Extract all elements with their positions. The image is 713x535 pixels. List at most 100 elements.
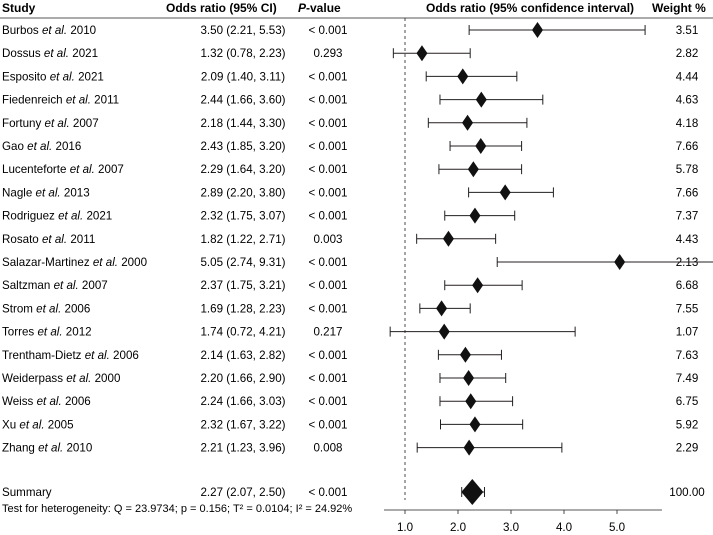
- study-author: Saltzman: [2, 279, 54, 292]
- p-value: < 0.001: [308, 302, 347, 315]
- study-year: 2010: [67, 24, 96, 37]
- study-author: Rosato: [2, 233, 42, 246]
- point-estimate-diamond: [469, 416, 481, 433]
- study-year: 2010: [63, 442, 92, 455]
- odds-ratio-value: 2.14 (1.63, 2.82): [200, 349, 285, 362]
- study-author: Trentham-Dietz: [2, 349, 85, 362]
- point-estimate-diamond: [499, 184, 511, 201]
- weight-value: 5.78: [676, 163, 699, 176]
- point-estimate-diamond: [438, 323, 450, 340]
- summary-label: Summary: [2, 486, 52, 499]
- weight-value: 7.55: [676, 302, 699, 315]
- header-plot: Odds ratio (95% confidence interval): [426, 1, 634, 15]
- x-tick-label: 1.0: [397, 521, 413, 534]
- point-estimate-diamond: [469, 207, 481, 224]
- weight-value: 7.66: [676, 140, 699, 153]
- odds-ratio-value: 2.32 (1.75, 3.07): [200, 210, 285, 223]
- study-author: Weiderpass: [2, 372, 66, 385]
- study-etal: et al.: [45, 117, 70, 130]
- table-row: Lucenteforte et al. 2007 2.29 (1.64, 3.20…: [2, 161, 699, 178]
- x-tick-label: 5.0: [609, 521, 625, 534]
- study-year: 2006: [61, 302, 90, 315]
- study-author: Nagle: [2, 186, 36, 199]
- study-author: Rodriguez: [2, 210, 58, 223]
- study-year: 2000: [118, 256, 147, 269]
- odds-ratio-value: 2.20 (1.66, 2.90): [200, 372, 285, 385]
- table-row: Torres et al. 2012 1.74 (0.72, 4.21) 0.217…: [2, 323, 698, 340]
- study-author: Esposito: [2, 70, 50, 83]
- odds-ratio-value: 2.44 (1.66, 3.60): [200, 94, 285, 107]
- study-etal: et al.: [37, 395, 62, 408]
- study-author: Fiedenreich: [2, 94, 66, 107]
- study-rows: Burbos et al. 2010 3.50 (2.21, 5.53) < 0.0…: [2, 22, 713, 505]
- study-etal: et al.: [42, 233, 67, 246]
- study-etal: et al.: [19, 418, 44, 431]
- table-row: Rodriguez et al. 2021 2.32 (1.75, 3.07) < …: [2, 207, 698, 224]
- study-year: 2011: [67, 233, 95, 246]
- odds-ratio-value: 2.24 (1.66, 3.03): [200, 395, 285, 408]
- study-label: Rosato et al. 2011: [2, 233, 95, 246]
- study-year: 2007: [70, 117, 99, 130]
- weight-value: 3.51: [676, 24, 699, 37]
- study-label: Saltzman et al. 2007: [2, 279, 108, 292]
- heterogeneity-test: Test for heterogeneity: Q = 23.9734; p =…: [2, 503, 352, 515]
- odds-ratio-value: 5.05 (2.74, 9.31): [200, 256, 285, 269]
- study-label: Nagle et al. 2013: [2, 186, 90, 199]
- study-author: Zhang: [2, 442, 38, 455]
- table-row: Strom et al. 2006 1.69 (1.28, 2.23) < 0.00…: [2, 300, 699, 317]
- p-value: < 0.001: [308, 418, 347, 431]
- p-value: 0.217: [313, 326, 342, 339]
- p-value: < 0.001: [308, 256, 347, 269]
- weight-value: 4.43: [676, 233, 699, 246]
- study-year: 2021: [75, 70, 104, 83]
- study-etal: et al.: [42, 24, 67, 37]
- summary-diamond: [461, 479, 484, 505]
- study-year: 2021: [83, 210, 112, 223]
- point-estimate-diamond: [459, 346, 471, 363]
- study-label: Strom et al. 2006: [2, 302, 90, 315]
- x-tick-label: 4.0: [556, 521, 572, 534]
- p-value: < 0.001: [308, 395, 347, 408]
- study-year: 2006: [62, 395, 91, 408]
- study-author: Dossus: [2, 47, 44, 60]
- odds-ratio-value: 2.18 (1.44, 3.30): [200, 117, 285, 130]
- x-tick-label: 3.0: [503, 521, 519, 534]
- odds-ratio-value: 2.09 (1.40, 3.11): [201, 70, 285, 83]
- weight-value: 100.00: [669, 486, 704, 499]
- weight-value: 2.82: [676, 47, 699, 60]
- x-tick-label: 2.0: [450, 521, 466, 534]
- header-weight: Weight %: [652, 1, 706, 15]
- p-value: < 0.001: [308, 210, 347, 223]
- point-estimate-diamond: [532, 22, 543, 38]
- point-estimate-diamond: [416, 45, 428, 62]
- table-row: Xu et al. 2005 2.32 (1.67, 3.22) < 0.001 5.…: [2, 416, 698, 433]
- study-year: 2013: [61, 186, 90, 199]
- study-etal: et al.: [44, 47, 69, 60]
- study-year: 2011: [91, 94, 119, 107]
- study-label: Dossus et al. 2021: [2, 47, 98, 60]
- summary-row: Summary 2.27 (2.07, 2.50) < 0.001 100.00: [2, 479, 705, 505]
- study-label: Weiss et al. 2006: [2, 395, 91, 408]
- point-estimate-diamond: [463, 370, 475, 386]
- p-value: < 0.001: [308, 163, 347, 176]
- point-estimate-diamond: [614, 254, 626, 270]
- odds-ratio-value: 2.32 (1.67, 3.22): [200, 418, 285, 431]
- study-year: 2000: [91, 372, 120, 385]
- p-value: < 0.001: [308, 94, 347, 107]
- odds-ratio-value: 1.69 (1.28, 2.23): [200, 302, 285, 315]
- p-value: 0.008: [313, 442, 342, 455]
- table-row: Fortuny et al. 2007 2.18 (1.44, 3.30) < 0.…: [2, 114, 698, 131]
- p-value: < 0.001: [308, 186, 347, 199]
- point-estimate-diamond: [465, 393, 477, 410]
- study-label: Torres et al. 2012: [2, 326, 92, 339]
- point-estimate-diamond: [472, 277, 484, 294]
- weight-value: 7.49: [676, 372, 699, 385]
- table-row: Weiss et al. 2006 2.24 (1.66, 3.03) < 0.00…: [2, 393, 698, 410]
- table-row: Burbos et al. 2010 3.50 (2.21, 5.53) < 0.0…: [2, 22, 698, 38]
- study-etal: et al.: [36, 302, 61, 315]
- study-year: 2012: [63, 326, 92, 339]
- header-p-value: P-value: [298, 1, 341, 15]
- study-etal: et al.: [36, 186, 61, 199]
- p-value: < 0.001: [308, 117, 347, 130]
- study-etal: et al.: [37, 326, 62, 339]
